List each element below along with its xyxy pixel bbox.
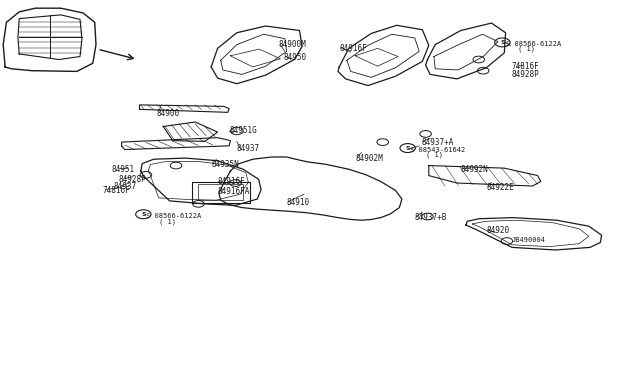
Text: 84937: 84937 — [114, 182, 137, 191]
Text: 74816F: 74816F — [512, 62, 540, 71]
Text: 84928P: 84928P — [512, 70, 540, 79]
Text: 84935N: 84935N — [211, 160, 239, 169]
Text: 84937+B: 84937+B — [415, 213, 447, 222]
Text: 84922E: 84922E — [486, 183, 514, 192]
Text: S 08566-6122A: S 08566-6122A — [146, 213, 201, 219]
Text: 84900M: 84900M — [278, 40, 306, 49]
Text: S 08566-6122A: S 08566-6122A — [506, 41, 561, 47]
Text: S: S — [500, 40, 505, 45]
Text: ( 1): ( 1) — [518, 46, 536, 52]
Text: 84920: 84920 — [486, 226, 509, 235]
Text: 84928P: 84928P — [118, 175, 146, 184]
Text: S: S — [405, 145, 410, 151]
Text: 84910: 84910 — [287, 198, 310, 207]
Text: ( 1): ( 1) — [426, 152, 443, 158]
Text: 84951: 84951 — [111, 165, 134, 174]
Text: ( 1): ( 1) — [159, 218, 176, 225]
Text: 84916F: 84916F — [218, 177, 245, 186]
Text: 84916FA: 84916FA — [218, 187, 250, 196]
Text: JB490004: JB490004 — [512, 237, 546, 243]
Text: 84951G: 84951G — [229, 126, 257, 135]
Text: 84992N: 84992N — [461, 165, 488, 174]
Text: 84950: 84950 — [284, 53, 307, 62]
Text: S 08543-61642: S 08543-61642 — [410, 147, 465, 153]
Text: S: S — [141, 212, 146, 217]
Text: 84900: 84900 — [157, 109, 180, 118]
Text: 84937+A: 84937+A — [421, 138, 454, 147]
Text: 84937: 84937 — [237, 144, 260, 153]
Text: 74816F: 74816F — [102, 186, 130, 195]
Text: 84916F: 84916F — [339, 44, 367, 53]
Text: 84902M: 84902M — [356, 154, 383, 163]
